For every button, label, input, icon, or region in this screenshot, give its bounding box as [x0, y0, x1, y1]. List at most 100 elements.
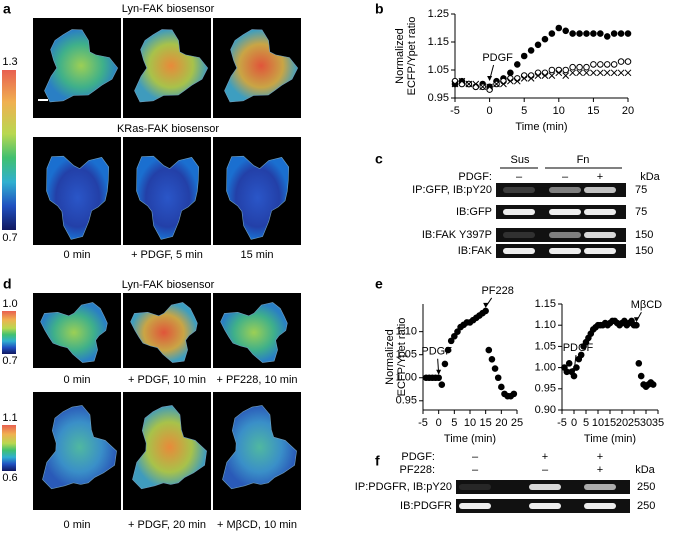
y-tick-label: 1.05	[396, 349, 417, 361]
point	[520, 52, 528, 60]
point	[465, 80, 473, 88]
point	[479, 83, 487, 91]
point	[447, 337, 455, 345]
band	[503, 248, 535, 254]
cell	[130, 302, 198, 363]
point	[596, 69, 604, 77]
colorbar-label: 0.7	[2, 232, 17, 244]
x-tick-label: -5	[418, 417, 428, 429]
point	[472, 80, 480, 88]
blot-label: IP:GFP, IB:pY20	[412, 184, 492, 196]
unit: kDa	[635, 464, 655, 476]
treatment-label: PDGF:	[401, 451, 435, 463]
point	[597, 61, 604, 68]
time-label: + PDGF, 5 min	[131, 249, 203, 261]
column-header: Sus	[511, 154, 530, 166]
cell	[226, 155, 290, 240]
point	[435, 374, 442, 382]
point	[513, 77, 521, 85]
panel-label: e	[375, 276, 383, 292]
y-tick-label: 1.10	[535, 319, 556, 331]
y-tick-label: 1.10	[396, 326, 417, 338]
point	[617, 30, 625, 37]
treatment-mark: +	[542, 451, 548, 463]
point	[569, 30, 576, 37]
point	[637, 372, 645, 380]
point	[570, 372, 578, 380]
panel-title: Lyn-FAK biosensor	[122, 279, 215, 291]
cell	[132, 405, 207, 490]
colorbar	[2, 425, 16, 471]
band	[549, 209, 581, 215]
x-axis-label: Time (min)	[515, 121, 567, 133]
point	[454, 328, 461, 335]
x-axis-label: Time (min)	[444, 433, 496, 445]
colorbar-label: 1.0	[2, 298, 17, 310]
cell	[46, 155, 110, 240]
arrow-head	[487, 76, 493, 81]
x-tick-label: 15	[587, 105, 599, 117]
point	[513, 75, 521, 82]
point	[624, 69, 632, 77]
x-tick-label: 15	[604, 417, 616, 429]
blot-label: IB:FAK	[458, 245, 493, 257]
x-tick-label: 10	[592, 417, 604, 429]
band	[549, 187, 581, 193]
point	[520, 75, 528, 82]
point	[548, 72, 556, 79]
point	[527, 47, 535, 54]
x-tick-label: 10	[464, 417, 476, 429]
arrow-head	[483, 302, 489, 308]
panel-title: Lyn-FAK biosensor	[122, 3, 215, 15]
point	[576, 69, 583, 77]
point	[624, 30, 632, 37]
point	[444, 346, 452, 354]
point	[527, 75, 535, 82]
point	[583, 69, 590, 77]
point	[610, 30, 618, 37]
arrow-head	[571, 368, 577, 374]
blot-label: IB:PDGFR	[400, 500, 452, 512]
x-tick-label: 25	[511, 417, 523, 429]
point	[565, 360, 573, 367]
time-label: + PDGF, 20 min	[128, 519, 206, 531]
colorbar	[2, 70, 16, 230]
point	[486, 86, 493, 93]
point	[635, 360, 643, 367]
point	[507, 69, 514, 77]
cell	[220, 302, 288, 363]
point	[498, 383, 505, 391]
point	[624, 58, 632, 65]
cell	[40, 302, 108, 363]
band	[503, 232, 535, 238]
annotation: PDGF	[482, 52, 513, 64]
y-tick-label: 1.00	[535, 362, 556, 374]
band	[584, 232, 616, 238]
arrow-head	[436, 369, 442, 375]
arrow-head	[633, 317, 639, 323]
annotation: MβCD	[631, 299, 662, 311]
point	[541, 72, 549, 79]
x-tick-label: 20	[616, 417, 628, 429]
time-label: + PDGF, 10 min	[128, 374, 206, 386]
point	[513, 61, 521, 68]
point	[520, 72, 528, 79]
colorbar-label: 0.7	[2, 355, 17, 367]
point	[583, 30, 590, 37]
x-tick-label: 30	[640, 417, 652, 429]
blot-label: IP:PDGFR, IB:pY20	[355, 481, 452, 493]
point	[576, 63, 583, 71]
point	[494, 374, 502, 382]
point	[617, 69, 625, 77]
point	[485, 346, 493, 354]
point	[569, 69, 576, 77]
point	[590, 69, 597, 77]
x-tick-label: 0	[571, 417, 577, 429]
time-label: + PF228, 10 min	[216, 374, 297, 386]
x-tick-label: 25	[628, 417, 640, 429]
point	[510, 390, 518, 398]
y-tick-label: 1.05	[428, 64, 449, 76]
band	[584, 248, 616, 254]
x-tick-label: 10	[553, 105, 565, 117]
x-tick-label: 20	[622, 105, 634, 117]
